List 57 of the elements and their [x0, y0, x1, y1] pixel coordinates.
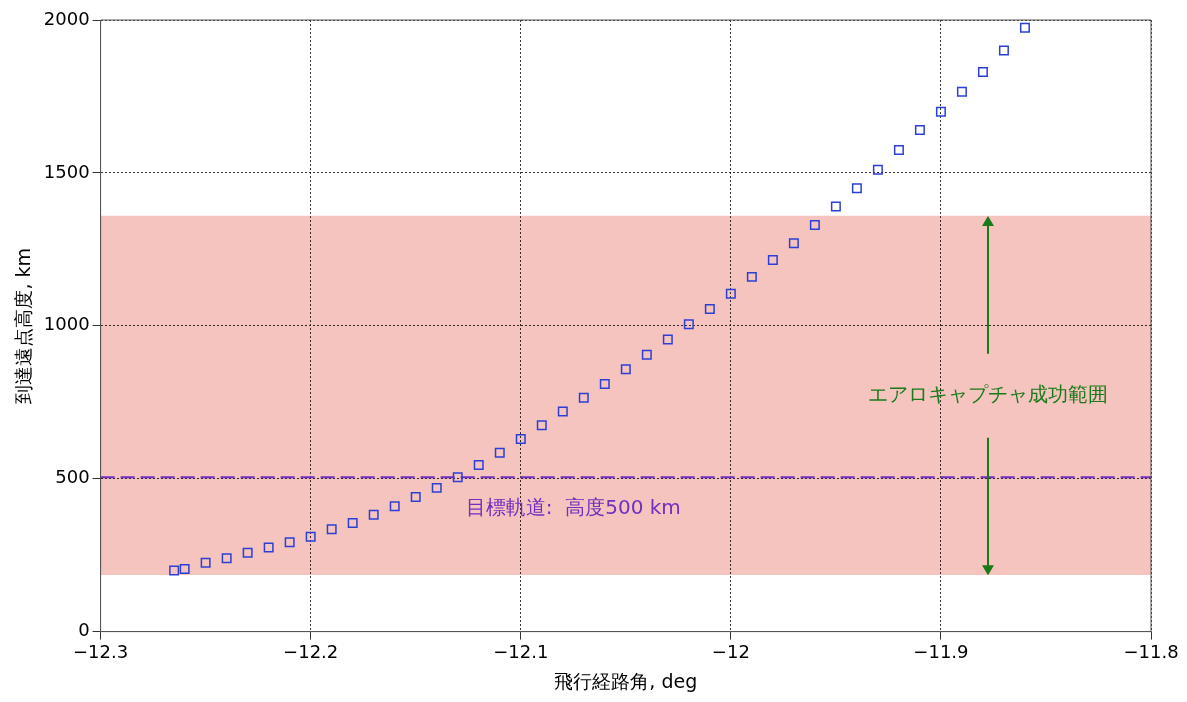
- point: [725, 288, 736, 299]
- point: [431, 482, 442, 493]
- band-label: エアロキャプチャ成功範囲: [868, 381, 1109, 406]
- y-tick-label: 1500: [43, 160, 90, 182]
- point: [326, 524, 337, 535]
- point: [746, 271, 757, 282]
- point: [893, 144, 904, 155]
- point: [305, 531, 316, 542]
- point: [683, 319, 694, 330]
- point: [200, 557, 211, 568]
- point: [641, 349, 652, 360]
- point: [599, 378, 610, 389]
- point: [242, 547, 253, 558]
- point: [169, 565, 180, 576]
- point: [389, 501, 400, 512]
- point: [494, 447, 505, 458]
- point: [1019, 22, 1030, 33]
- y-tick-label: 500: [55, 466, 90, 488]
- y-tick-label: 1000: [43, 313, 90, 335]
- point: [410, 492, 421, 503]
- x-tick-label: −12.2: [283, 641, 339, 663]
- point: [620, 364, 631, 375]
- point: [515, 433, 526, 444]
- x-tick-label: −12.3: [73, 641, 129, 663]
- ref-line-label: 目標軌道: 高度500 km: [465, 495, 681, 520]
- point: [704, 303, 715, 314]
- point: [263, 542, 274, 553]
- point: [578, 392, 589, 403]
- x-axis-title: 飛行経路角, deg: [554, 669, 698, 692]
- point: [977, 66, 988, 77]
- point: [452, 472, 463, 483]
- point: [347, 518, 358, 529]
- point: [221, 553, 232, 564]
- point: [935, 106, 946, 117]
- point: [473, 459, 484, 470]
- point: [956, 86, 967, 97]
- x-tick-label: −12.1: [493, 641, 549, 663]
- point: [767, 255, 778, 266]
- y-axis-title: 到達遠点高度, km: [12, 248, 35, 404]
- point: [368, 509, 379, 520]
- point: [557, 406, 568, 417]
- x-tick-label: −12: [711, 641, 750, 663]
- x-tick-label: −11.8: [1123, 641, 1179, 663]
- point: [872, 164, 883, 175]
- x-tick-label: −11.9: [913, 641, 969, 663]
- point: [914, 125, 925, 136]
- point: [788, 238, 799, 249]
- point: [998, 45, 1009, 56]
- point: [851, 183, 862, 194]
- point: [536, 420, 547, 431]
- point: [809, 219, 820, 230]
- y-tick-label: 0: [78, 619, 90, 641]
- point: [662, 334, 673, 345]
- y-tick-label: 2000: [43, 7, 90, 29]
- point: [179, 563, 190, 574]
- point: [830, 201, 841, 212]
- point: [284, 537, 295, 548]
